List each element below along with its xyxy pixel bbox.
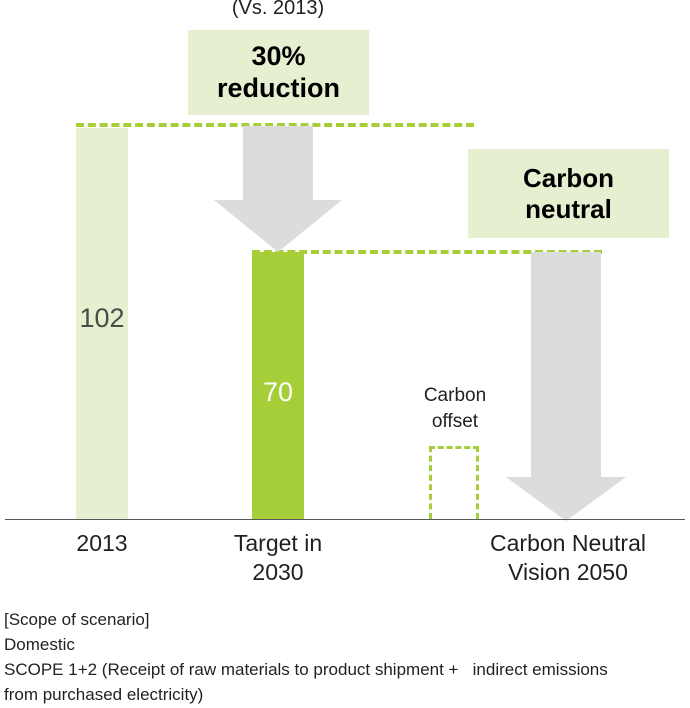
scope-footnote-line3: SCOPE 1+2 (Receipt of raw materials to p… xyxy=(4,659,608,679)
bar-2013-value-label: 102 xyxy=(79,303,125,333)
x-axis-label-carbon-neutral-2050: Carbon Neutral Vision 2050 xyxy=(473,529,663,588)
x-axis-label-target-2030-line1: Target in xyxy=(233,530,323,556)
reduction-callout-line1: 30% xyxy=(251,40,306,71)
x-axis-line xyxy=(5,519,685,520)
carbon-offset-label-line1: Carbon xyxy=(423,385,487,406)
carbon-neutral-callout-line2: neutral xyxy=(525,193,612,224)
x-axis-label-2013: 2013 xyxy=(32,529,172,558)
reference-line-70 xyxy=(252,250,602,254)
carbon-offset-box xyxy=(429,446,479,519)
x-axis-label-carbon-neutral-2050-line2: Vision 2050 xyxy=(508,559,628,586)
bar-target-2030-value-label: 70 xyxy=(262,377,294,407)
bar-target-2030: 70 xyxy=(252,252,304,519)
scope-footnote-line4: from purchased electricity) xyxy=(4,684,204,704)
x-axis-label-2013-line1: 2013 xyxy=(76,530,128,556)
down-arrow-icon-reduction xyxy=(214,126,342,252)
bar-2013: 102 xyxy=(76,128,128,519)
carbon-offset-label-line2: offset xyxy=(431,410,479,432)
x-axis-label-target-2030: Target in 2030 xyxy=(205,529,351,588)
down-arrow-icon-carbon-neutral xyxy=(506,252,626,521)
reduction-callout-box: 30% reduction xyxy=(188,30,369,115)
x-axis-label-carbon-neutral-2050-line1: Carbon Neutral xyxy=(490,530,646,556)
carbon-neutral-callout-box: Carbon neutral xyxy=(468,149,669,238)
reduction-callout-line2: reduction xyxy=(216,72,340,103)
x-axis-label-target-2030-line2: 2030 xyxy=(252,559,304,586)
carbon-offset-label: Carbon offset xyxy=(392,383,518,434)
scope-footnote-line1: [Scope of scenario] xyxy=(4,610,150,629)
scope-footnote-line2: Domestic xyxy=(4,634,75,654)
scope-footnote: [Scope of scenario] Domestic SCOPE 1+2 (… xyxy=(4,608,688,708)
vs-2013-note: (Vs. 2013) xyxy=(231,0,325,19)
reference-line-102 xyxy=(76,123,474,127)
carbon-neutral-callout-line1: Carbon xyxy=(523,162,614,193)
